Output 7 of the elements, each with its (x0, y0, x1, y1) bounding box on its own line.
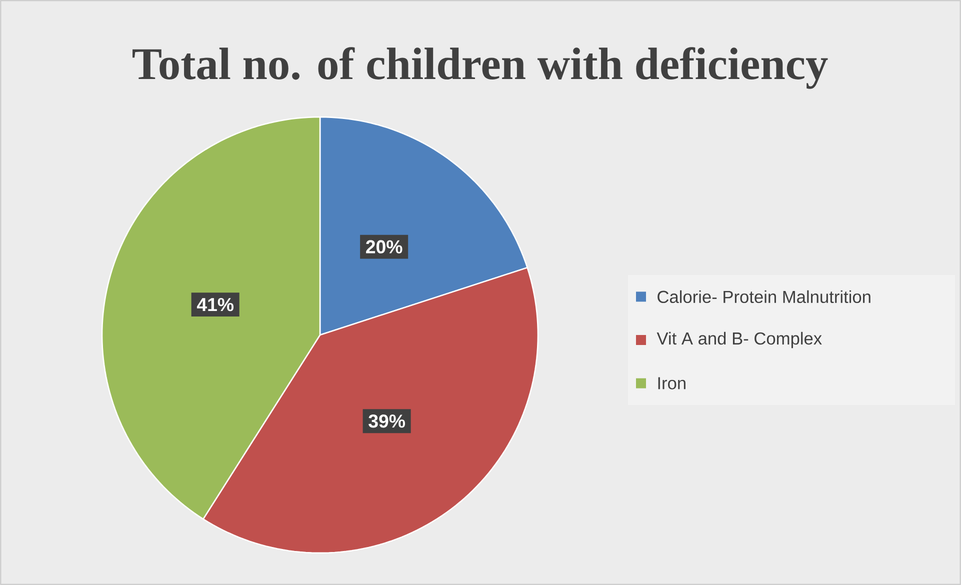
legend-label: Iron (658, 377, 686, 390)
chart-title: Total no. of children with deficiency (132, 47, 828, 89)
legend-label: Calorie- Protein Malnutrition (658, 290, 870, 304)
data-label: 41% (196, 298, 234, 312)
data-label: 20% (366, 240, 402, 254)
legend-label: Vit A and B- Complex (656, 332, 822, 348)
data-label: 39% (368, 414, 405, 428)
